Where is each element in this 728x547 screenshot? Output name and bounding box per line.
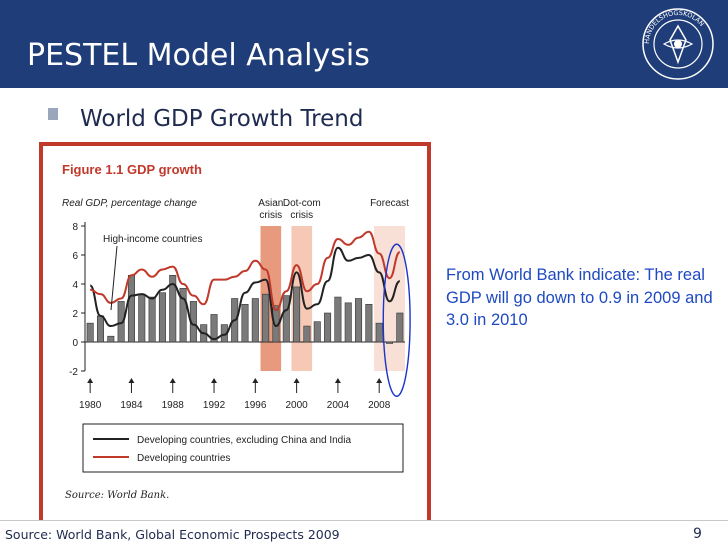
high-income-bar [334,296,342,343]
high-income-bar [324,312,332,343]
figure-frame: Figure 1.1 GDP growth Real GDP, percentag… [39,142,431,525]
y-axis-label: Real GDP, percentage change [62,198,197,209]
slide-title: PESTEL Model Analysis [27,38,370,73]
high-income-bar [313,321,321,343]
x-tick-arrowhead [87,378,94,383]
high-income-bar [148,296,156,343]
legend-label: Developing countries, excluding China an… [137,435,351,446]
footer-bar [0,520,728,547]
shaded-period-label: crisis [290,210,313,221]
high-income-bar [355,298,363,343]
y-tick-label: 6 [72,251,78,262]
y-tick-label: 0 [72,338,78,349]
page-number: 9 [693,526,702,542]
forecast-highlight-ellipse [382,243,411,397]
high-income-bar [127,275,135,343]
x-tick-arrowhead [128,378,135,383]
legend-box [82,423,404,473]
x-tick-label: 1984 [120,400,143,411]
high-income-bar [138,293,146,343]
x-tick-arrowhead [334,378,341,383]
shaded-period-band [374,226,405,371]
chart-title: Figure 1.1 GDP growth [62,162,202,177]
high-income-bar [210,314,218,343]
x-tick-arrowhead [293,378,300,383]
x-tick-label: 1996 [244,400,267,411]
legend-label: Developing countries [137,453,230,464]
high-income-bar [169,275,177,343]
shaded-period-label: crisis [259,210,282,221]
shaded-period-label: Asian [258,198,283,209]
developing-ex-china-india-line [89,246,401,341]
y-tick-label: 2 [72,309,78,320]
x-tick-arrowhead [211,378,218,383]
high-income-bar [375,322,383,343]
high-income-bar [117,301,125,343]
annotation-pointer [110,245,118,311]
x-tick-arrowhead [376,378,383,383]
x-tick-label: 2000 [285,400,308,411]
shaded-period-label: Dot-com [283,198,321,209]
high-income-bar [396,312,404,343]
figure-source-note: Source: World Bank. [65,490,169,501]
high-income-bar [107,335,115,343]
x-tick-label: 2008 [368,400,391,411]
high-income-bar [303,325,311,343]
x-tick-label: 1992 [203,400,226,411]
developing-countries-line [90,230,401,312]
x-tick-label: 1980 [79,400,102,411]
y-tick-label: 8 [72,222,78,233]
shaded-period-label: Forecast [370,198,409,209]
slide-subtitle: World GDP Growth Trend [80,106,364,132]
title-bar [0,0,728,88]
world-bank-note: From World Bank indicate: The real GDP w… [446,266,713,329]
high-income-bar [251,298,259,343]
x-tick-label: 2004 [327,400,350,411]
high-income-bar [282,295,290,343]
high-income-bar [365,304,373,343]
x-tick-label: 1988 [162,400,185,411]
x-tick-arrowhead [169,378,176,383]
high-income-annotation: High-income countries [103,234,203,245]
y-tick-label: 4 [72,280,78,291]
bullet-icon [48,108,58,120]
high-income-bar [86,322,94,343]
high-income-bar [179,288,187,343]
high-income-bar [96,315,104,343]
school-seal-logo: HANDELSHÖGSKOLAN [642,8,714,80]
high-income-bar [158,292,166,343]
high-income-bar [344,302,352,343]
high-income-bar [241,304,249,343]
y-tick-label: -2 [69,367,78,378]
high-income-bar [386,341,394,344]
x-tick-arrowhead [252,378,259,383]
high-income-bar [293,286,301,343]
footer-source: Source: World Bank, Global Economic Pros… [5,527,340,542]
high-income-bar [262,293,270,343]
gdp-growth-chart: Figure 1.1 GDP growth Real GDP, percentag… [62,162,411,501]
